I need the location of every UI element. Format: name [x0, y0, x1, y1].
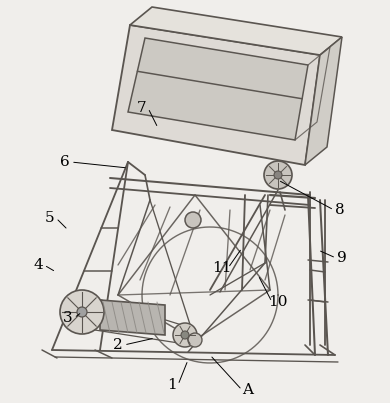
Polygon shape	[130, 7, 342, 55]
Circle shape	[181, 331, 189, 339]
Text: 5: 5	[45, 211, 55, 225]
Circle shape	[185, 212, 201, 228]
Circle shape	[274, 171, 282, 179]
Text: 1: 1	[167, 378, 177, 392]
Polygon shape	[128, 38, 308, 140]
Text: 6: 6	[60, 155, 70, 169]
Text: 9: 9	[337, 251, 347, 265]
Text: 10: 10	[268, 295, 288, 309]
Circle shape	[173, 323, 197, 347]
Circle shape	[60, 290, 104, 334]
Circle shape	[264, 161, 292, 189]
Text: 11: 11	[212, 261, 232, 275]
Text: A: A	[243, 383, 254, 397]
Text: 2: 2	[113, 338, 123, 352]
Polygon shape	[305, 37, 342, 165]
Circle shape	[188, 333, 202, 347]
Polygon shape	[112, 25, 320, 165]
Text: 4: 4	[33, 258, 43, 272]
Circle shape	[77, 307, 87, 317]
Text: 3: 3	[63, 311, 73, 325]
Text: 7: 7	[137, 101, 147, 115]
Polygon shape	[100, 300, 165, 335]
Text: 8: 8	[335, 203, 345, 217]
